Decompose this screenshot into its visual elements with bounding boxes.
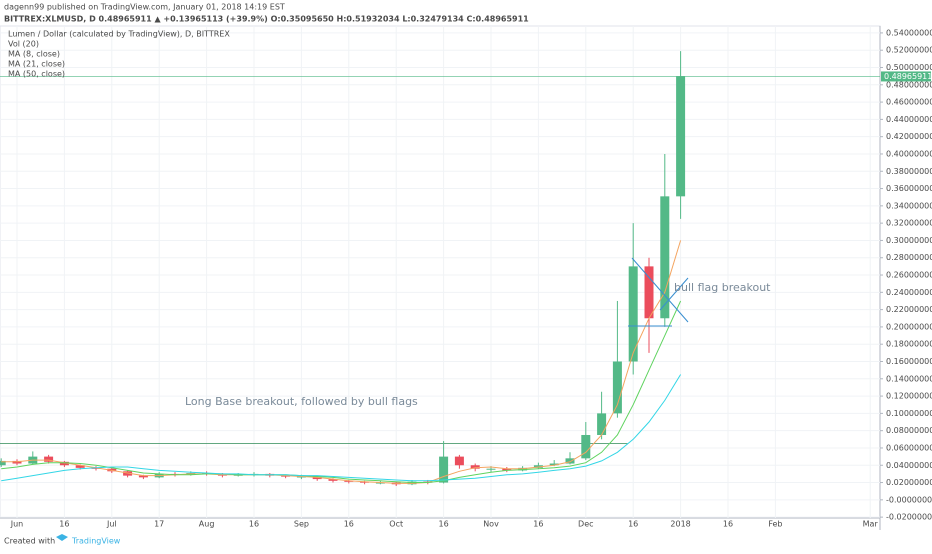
y-tick-label: 0.12000000 <box>886 392 932 401</box>
candle-body <box>581 434 591 459</box>
x-tick-label: 16 <box>533 520 543 529</box>
legend-entry: MA (21, close) <box>8 60 65 69</box>
candle-body <box>565 458 575 464</box>
candle-body <box>138 475 148 478</box>
last-price-label: 0.48965911 <box>884 72 932 81</box>
candle-body <box>549 463 559 466</box>
candle-body <box>644 266 654 319</box>
candle-body <box>439 456 449 483</box>
y-tick-label: 0.22000000 <box>886 305 932 314</box>
x-tick-label: Mar <box>863 520 879 529</box>
candle-body <box>328 479 338 481</box>
y-tick-label: 0.54000000 <box>886 28 932 37</box>
y-tick-label: 0.38000000 <box>886 167 932 176</box>
ma-line <box>1 240 682 484</box>
footer-created: Created with <box>4 537 55 546</box>
x-tick-label: Feb <box>768 520 782 529</box>
y-tick-label: 0.42000000 <box>886 132 932 141</box>
candle-body <box>75 465 85 468</box>
ma-line <box>1 300 682 483</box>
x-tick-label: 16 <box>249 520 259 529</box>
brand-logo <box>56 534 68 541</box>
y-tick-label: 0.50000000 <box>886 63 932 72</box>
y-tick-label: 0.34000000 <box>886 201 932 210</box>
y-tick-label: 0.02000000 <box>886 478 932 487</box>
publisher: dagenn99 published on TradingView.com, J… <box>4 3 285 12</box>
y-tick-label: 0.30000000 <box>886 236 932 245</box>
x-tick-label: 17 <box>154 520 164 529</box>
y-tick-label: 0.40000000 <box>886 149 932 158</box>
y-tick-label: 0.04000000 <box>886 461 932 470</box>
grid <box>0 26 880 518</box>
candle-body <box>454 456 464 466</box>
symbol-line: BITTREX:XLMUSD, D 0.48965911 ▲ +0.139651… <box>4 15 529 24</box>
y-tick-label: 0.36000000 <box>886 184 932 193</box>
y-tick-label: 0.14000000 <box>886 374 932 383</box>
candle-body <box>59 461 69 466</box>
candle-body <box>44 456 54 462</box>
breakout-line <box>659 277 689 311</box>
candle-body <box>91 467 101 469</box>
candle-body <box>0 460 6 466</box>
candle-body <box>375 482 385 484</box>
x-tick-label: Sep <box>294 520 309 529</box>
candle-body <box>502 468 512 471</box>
y-tick-label: 0.48000000 <box>886 80 932 89</box>
x-tick-label: 2018 <box>670 520 690 529</box>
legend-entry: MA (50, close) <box>8 70 65 79</box>
candle-body <box>612 361 622 414</box>
y-tick-label: 0.16000000 <box>886 357 932 366</box>
x-tick-label: 16 <box>723 520 733 529</box>
plot-area <box>0 25 881 519</box>
x-tick-label: Jun <box>10 520 24 529</box>
legend-entry: MA (8, close) <box>8 50 60 59</box>
candle-body <box>628 266 638 362</box>
y-tick-label: 0.24000000 <box>886 288 932 297</box>
chart-title: Lumen / Dollar (calculated by TradingVie… <box>8 30 230 39</box>
y-tick-label: 0.06000000 <box>886 443 932 452</box>
candle-body <box>660 196 670 319</box>
x-tick-label: 16 <box>59 520 69 529</box>
x-tick-label: 16 <box>439 520 449 529</box>
candle-body <box>281 475 291 477</box>
y-tick-label: 0.52000000 <box>886 46 932 55</box>
x-tick-label: Oct <box>389 520 403 529</box>
y-tick-label: 0.28000000 <box>886 253 932 262</box>
annotation: Long Base breakout, followed by bull fla… <box>185 395 418 408</box>
x-tick-label: 16 <box>344 520 354 529</box>
flag-trendline <box>631 257 689 323</box>
candle-body <box>597 413 607 435</box>
volume-label: Vol (20) <box>8 40 39 49</box>
last-price-box <box>881 71 931 82</box>
footer-brand: TradingView <box>71 537 121 546</box>
candle-body <box>344 480 354 482</box>
y-tick-label: 0.26000000 <box>886 271 932 280</box>
marks <box>0 51 880 487</box>
ma-line <box>1 374 682 482</box>
y-tick-label: 0.46000000 <box>886 98 932 107</box>
candle-body <box>676 76 686 197</box>
y-tick-label: 0.08000000 <box>886 426 932 435</box>
annotation: bull flag breakout <box>674 281 771 294</box>
x-tick-label: Dec <box>578 520 593 529</box>
y-tick-label: 0.10000000 <box>886 409 932 418</box>
x-tick-label: Jul <box>106 520 117 529</box>
candle-body <box>470 465 480 469</box>
x-tick-label: 16 <box>628 520 638 529</box>
y-tick-label: 0.20000000 <box>886 322 932 331</box>
x-tick-label: Aug <box>199 520 215 529</box>
y-tick-label: 0.32000000 <box>886 219 932 228</box>
y-tick-label: 0.18000000 <box>886 340 932 349</box>
x-tick-label: Nov <box>483 520 499 529</box>
y-tick-label: -0.02000000 <box>886 513 932 522</box>
y-tick-label: 0.44000000 <box>886 115 932 124</box>
candle-body <box>486 468 496 470</box>
